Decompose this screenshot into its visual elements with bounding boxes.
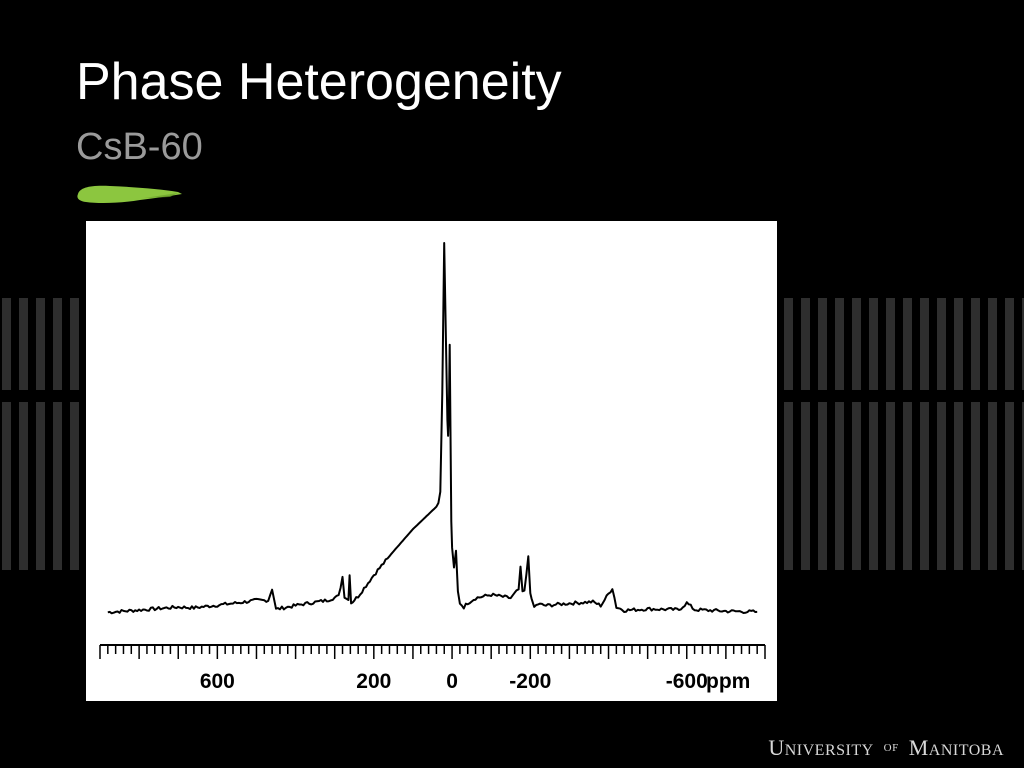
background-stripe-95 <box>801 402 810 570</box>
x-axis-unit-label: ppm <box>706 670 751 693</box>
background-stripe-3 <box>19 402 28 570</box>
background-stripe-5 <box>36 402 45 570</box>
chart-canvas <box>99 242 766 659</box>
tick-label-minus-600: -600 <box>665 670 708 693</box>
background-stripe-99 <box>835 402 844 570</box>
background-stripe-121 <box>1022 402 1024 570</box>
background-stripe-120 <box>1022 298 1024 390</box>
background-stripe-9 <box>70 402 79 570</box>
background-stripe-103 <box>869 402 878 570</box>
university-logo-text: UNIVERSITY OF MANITOBA <box>768 735 1004 761</box>
background-stripe-112 <box>954 298 963 390</box>
background-stripe-4 <box>36 298 45 390</box>
footer-initial-m: M <box>908 735 929 760</box>
background-stripe-116 <box>988 298 997 390</box>
background-stripe-105 <box>886 402 895 570</box>
spectrum-series-line <box>107 242 758 615</box>
background-stripe-118 <box>1005 298 1014 390</box>
tick-label-0: 0 <box>446 670 458 693</box>
background-stripe-104 <box>886 298 895 390</box>
background-stripe-114 <box>971 298 980 390</box>
background-stripe-93 <box>784 402 793 570</box>
background-stripe-115 <box>971 402 980 570</box>
background-stripe-7 <box>53 402 62 570</box>
background-stripe-0 <box>2 298 11 390</box>
background-stripe-98 <box>835 298 844 390</box>
x-axis-ticks <box>99 645 766 659</box>
background-stripe-8 <box>70 298 79 390</box>
background-stripe-119 <box>1005 402 1014 570</box>
background-stripe-108 <box>920 298 929 390</box>
footer-word-manitoba: ANITOBA <box>928 742 1004 759</box>
background-stripe-101 <box>852 402 861 570</box>
footer-connector: OF <box>883 742 899 754</box>
background-stripe-110 <box>937 298 946 390</box>
background-stripe-96 <box>818 298 827 390</box>
background-stripe-1 <box>2 402 11 570</box>
background-stripe-113 <box>954 402 963 570</box>
slide-subtitle: CsB-60 <box>76 126 203 168</box>
accent-brush-stroke <box>77 185 182 204</box>
nmr-spectrum-chart: 600 200 0 -200 -600 ppm <box>86 221 777 701</box>
background-stripe-109 <box>920 402 929 570</box>
footer-initial-u: U <box>768 735 785 760</box>
background-stripe-111 <box>937 402 946 570</box>
tick-label-600: 600 <box>199 670 235 693</box>
background-stripe-92 <box>784 298 793 390</box>
tick-label-minus-200: -200 <box>509 670 552 693</box>
background-stripe-117 <box>988 402 997 570</box>
background-stripe-100 <box>852 298 861 390</box>
tick-label-200: 200 <box>356 670 392 693</box>
background-stripe-94 <box>801 298 810 390</box>
background-stripe-102 <box>869 298 878 390</box>
background-stripe-6 <box>53 298 62 390</box>
background-stripe-106 <box>903 298 912 390</box>
background-stripe-107 <box>903 402 912 570</box>
background-stripe-2 <box>19 298 28 390</box>
footer-word-university: NIVERSITY <box>784 742 874 759</box>
slide-title: Phase Heterogeneity <box>76 53 562 111</box>
background-stripe-97 <box>818 402 827 570</box>
